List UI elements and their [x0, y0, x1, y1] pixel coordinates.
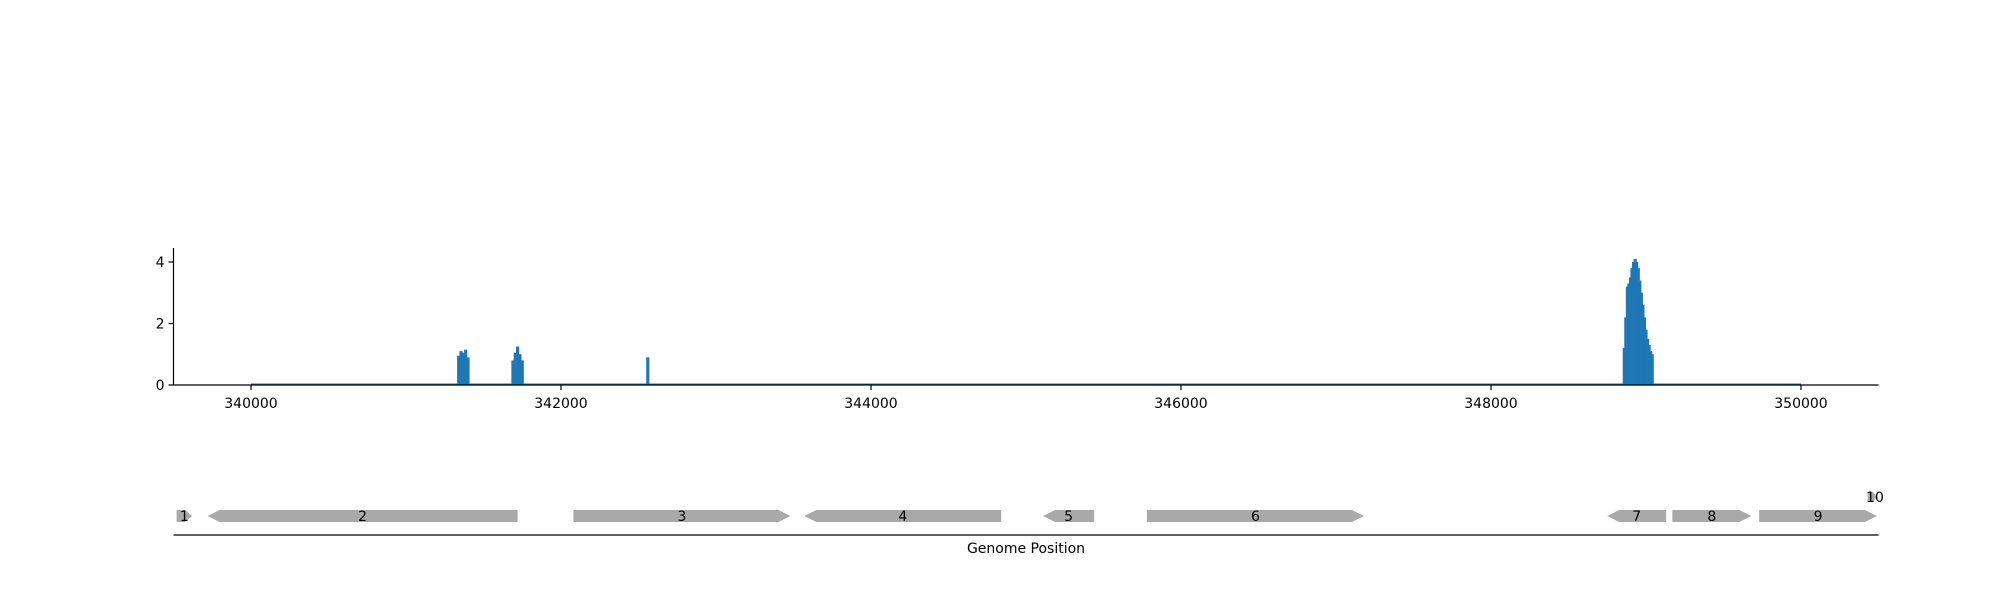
x-tick-label: 340000	[224, 396, 277, 412]
y-tick-label: 0	[156, 378, 165, 394]
gene-label: 7	[1632, 509, 1641, 525]
gene-label: 3	[677, 509, 686, 525]
gene-label: 5	[1064, 509, 1073, 525]
gene-arrow	[1043, 510, 1095, 522]
gene-label: 6	[1251, 509, 1260, 525]
y-tick-label: 4	[156, 255, 165, 271]
gene-label: 8	[1707, 509, 1716, 525]
gene-arrow	[176, 510, 193, 522]
gene-arrow	[1672, 510, 1752, 522]
gene-arrow	[804, 510, 1002, 522]
x-tick-label: 350000	[1774, 396, 1827, 412]
gene-arrow	[1759, 510, 1877, 522]
gene-label: 2	[358, 509, 367, 525]
gene-label: 10	[1866, 490, 1884, 506]
gene-arrow	[207, 510, 518, 522]
gene-label: 4	[898, 509, 907, 525]
gene-arrow	[573, 510, 791, 522]
y-tick-label: 2	[156, 317, 165, 333]
x-tick-label: 346000	[1154, 396, 1207, 412]
gene-arrow	[1607, 510, 1667, 522]
genome-axis-label: Genome Position	[967, 541, 1085, 557]
coverage-plot: 0 2 4 340000 342000 344000 346000 348000 350000	[156, 248, 1879, 412]
x-tick-label: 348000	[1464, 396, 1517, 412]
gene-arrow	[1867, 492, 1877, 502]
x-tick-label: 342000	[534, 396, 587, 412]
x-tick-label: 344000	[844, 396, 897, 412]
gene-label: 1	[180, 509, 189, 525]
gene-arrow	[1146, 510, 1364, 522]
gene-label: 9	[1814, 509, 1823, 525]
gene-track: 1 2 3 4 5 6 7 8 9 10 Genome Position	[173, 490, 1884, 557]
